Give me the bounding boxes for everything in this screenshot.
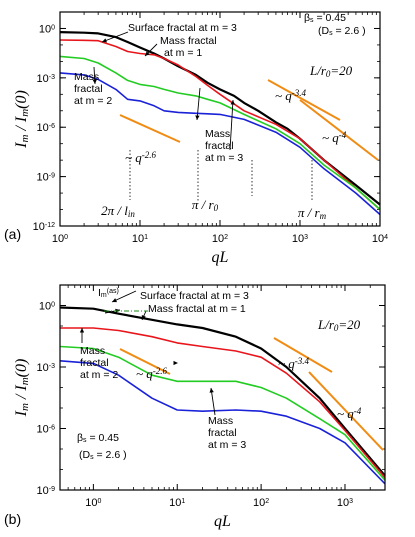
annotation-text: fractal [80, 357, 109, 369]
slope-guide-line [299, 99, 379, 161]
arrow-head [145, 51, 150, 56]
y-tick-label: 100 [39, 23, 55, 35]
annotation-text: L/r0=20 [317, 317, 361, 333]
slope-guide-line [273, 337, 333, 373]
panel-label: (b) [4, 511, 21, 527]
annotation-arrow [229, 99, 234, 151]
series-line-4 [59, 360, 386, 485]
slope-guide-line [267, 79, 341, 121]
y-axis-label: Im / Im(0) [13, 359, 31, 418]
annotation-arrow [196, 87, 201, 121]
y-tick-label: 10-6 [37, 122, 56, 134]
arrow-head [141, 315, 146, 320]
x-tick-label: 102 [212, 233, 228, 245]
arrow-head [209, 388, 214, 393]
y-tick-label: 100 [39, 301, 55, 313]
annotation-text: ~ q-4 [337, 406, 362, 421]
y-tick-label: 10-9 [37, 485, 56, 497]
series-line-1 [59, 31, 381, 206]
annotation-text: βs = 0.45 [304, 12, 346, 24]
annotation-text: fractal [74, 83, 103, 95]
y-tick-label: 10-3 [37, 362, 56, 374]
annotation-text: π / r0 [192, 197, 219, 213]
arrow-head [112, 298, 117, 303]
annotation-text: at m = 2 [80, 369, 118, 381]
slope-guide-line [119, 348, 171, 375]
annotation-text: ~ q-3.4 [278, 356, 310, 371]
x-tick-label: 103 [337, 497, 353, 509]
arrow-head [92, 79, 97, 84]
y-tick-label: 10-12 [33, 221, 55, 233]
annotation-text: Surface fractal at m = 3 [140, 290, 249, 302]
annotation-text: at m = 3 [205, 152, 243, 164]
annotation-text: 2π / lin [101, 203, 135, 219]
arrow-head [195, 115, 200, 120]
annotation-text: Mass [208, 415, 233, 427]
series-line-3 [59, 55, 381, 211]
annotation-text: π / rm [298, 205, 327, 221]
series-line-3 [59, 345, 386, 481]
annotation-text: βs = 0.45 [77, 432, 119, 444]
x-tick-label: 101 [169, 497, 185, 509]
annotation-text: ~ q-2.6 [136, 366, 168, 381]
series-line-1 [59, 306, 386, 477]
x-axis-label: qL [212, 249, 229, 266]
annotation-text: at m = 3 [208, 439, 246, 451]
annotation-text: ~ q-3.4 [275, 88, 307, 103]
annotation-text: ~ q-2.6 [125, 150, 157, 165]
annotation-text: Surface fractal at m = 3 [128, 22, 237, 34]
annotation-text: (Ds = 2.6 ) [79, 449, 127, 461]
panel-a: 100 101 102 103 104 100 10-3 10-6 10-9 10-12 Surfa… [4, 11, 388, 266]
annotation-text: L/r0=20 [309, 63, 353, 79]
plot-frame [59, 11, 381, 227]
x-tick-label: 101 [132, 233, 148, 245]
x-tick-label: 100 [85, 497, 101, 509]
x-axis-label: qL [214, 513, 231, 530]
arrow-head [230, 100, 235, 105]
slope-guide-line [119, 114, 181, 143]
annotation-text: Mass [205, 128, 230, 140]
y-tick-label: 10-3 [37, 73, 56, 85]
annotation-text: at m = 2 [74, 95, 112, 107]
annotation-text: Mass [80, 345, 105, 357]
arrow-head [79, 328, 85, 333]
annotation-text: (Ds = 2.6 ) [318, 25, 366, 37]
annotation-text: Im(as) [98, 287, 119, 299]
annotation-text: Mass fractal [160, 35, 217, 47]
series-line-4 [59, 72, 381, 216]
series-line-2 [60, 327, 386, 479]
annotation-text: fractal [205, 140, 234, 152]
y-tick-label: 10-9 [37, 172, 56, 184]
annotation-text: fractal [208, 427, 237, 439]
annotation-arrow [210, 387, 216, 416]
arrow-head [173, 360, 178, 366]
panel-b: 100 101 102 103 100 10-3 10-6 10-9 Im(as) Surface… [4, 284, 386, 530]
annotation-arrow [101, 31, 129, 43]
x-tick-label: 103 [292, 233, 308, 245]
x-tick-label: 104 [372, 233, 388, 245]
x-tick-label: 100 [52, 233, 68, 245]
annotation-text: at m = 1 [164, 47, 202, 59]
arrow-head [102, 38, 107, 43]
slope-guide-line [308, 371, 384, 451]
annotation-text: Mass fractal at m = 1 [148, 303, 246, 315]
annotation-text: Mass [74, 71, 99, 83]
annotation-text: ~ q-4 [322, 130, 347, 145]
plot-frame [59, 284, 386, 491]
panel-label: (a) [4, 226, 21, 242]
y-tick-label: 10-6 [37, 424, 56, 436]
series-line-2 [59, 39, 381, 211]
y-axis-label: Im / Im(0) [13, 90, 31, 149]
x-tick-label: 102 [253, 497, 269, 509]
